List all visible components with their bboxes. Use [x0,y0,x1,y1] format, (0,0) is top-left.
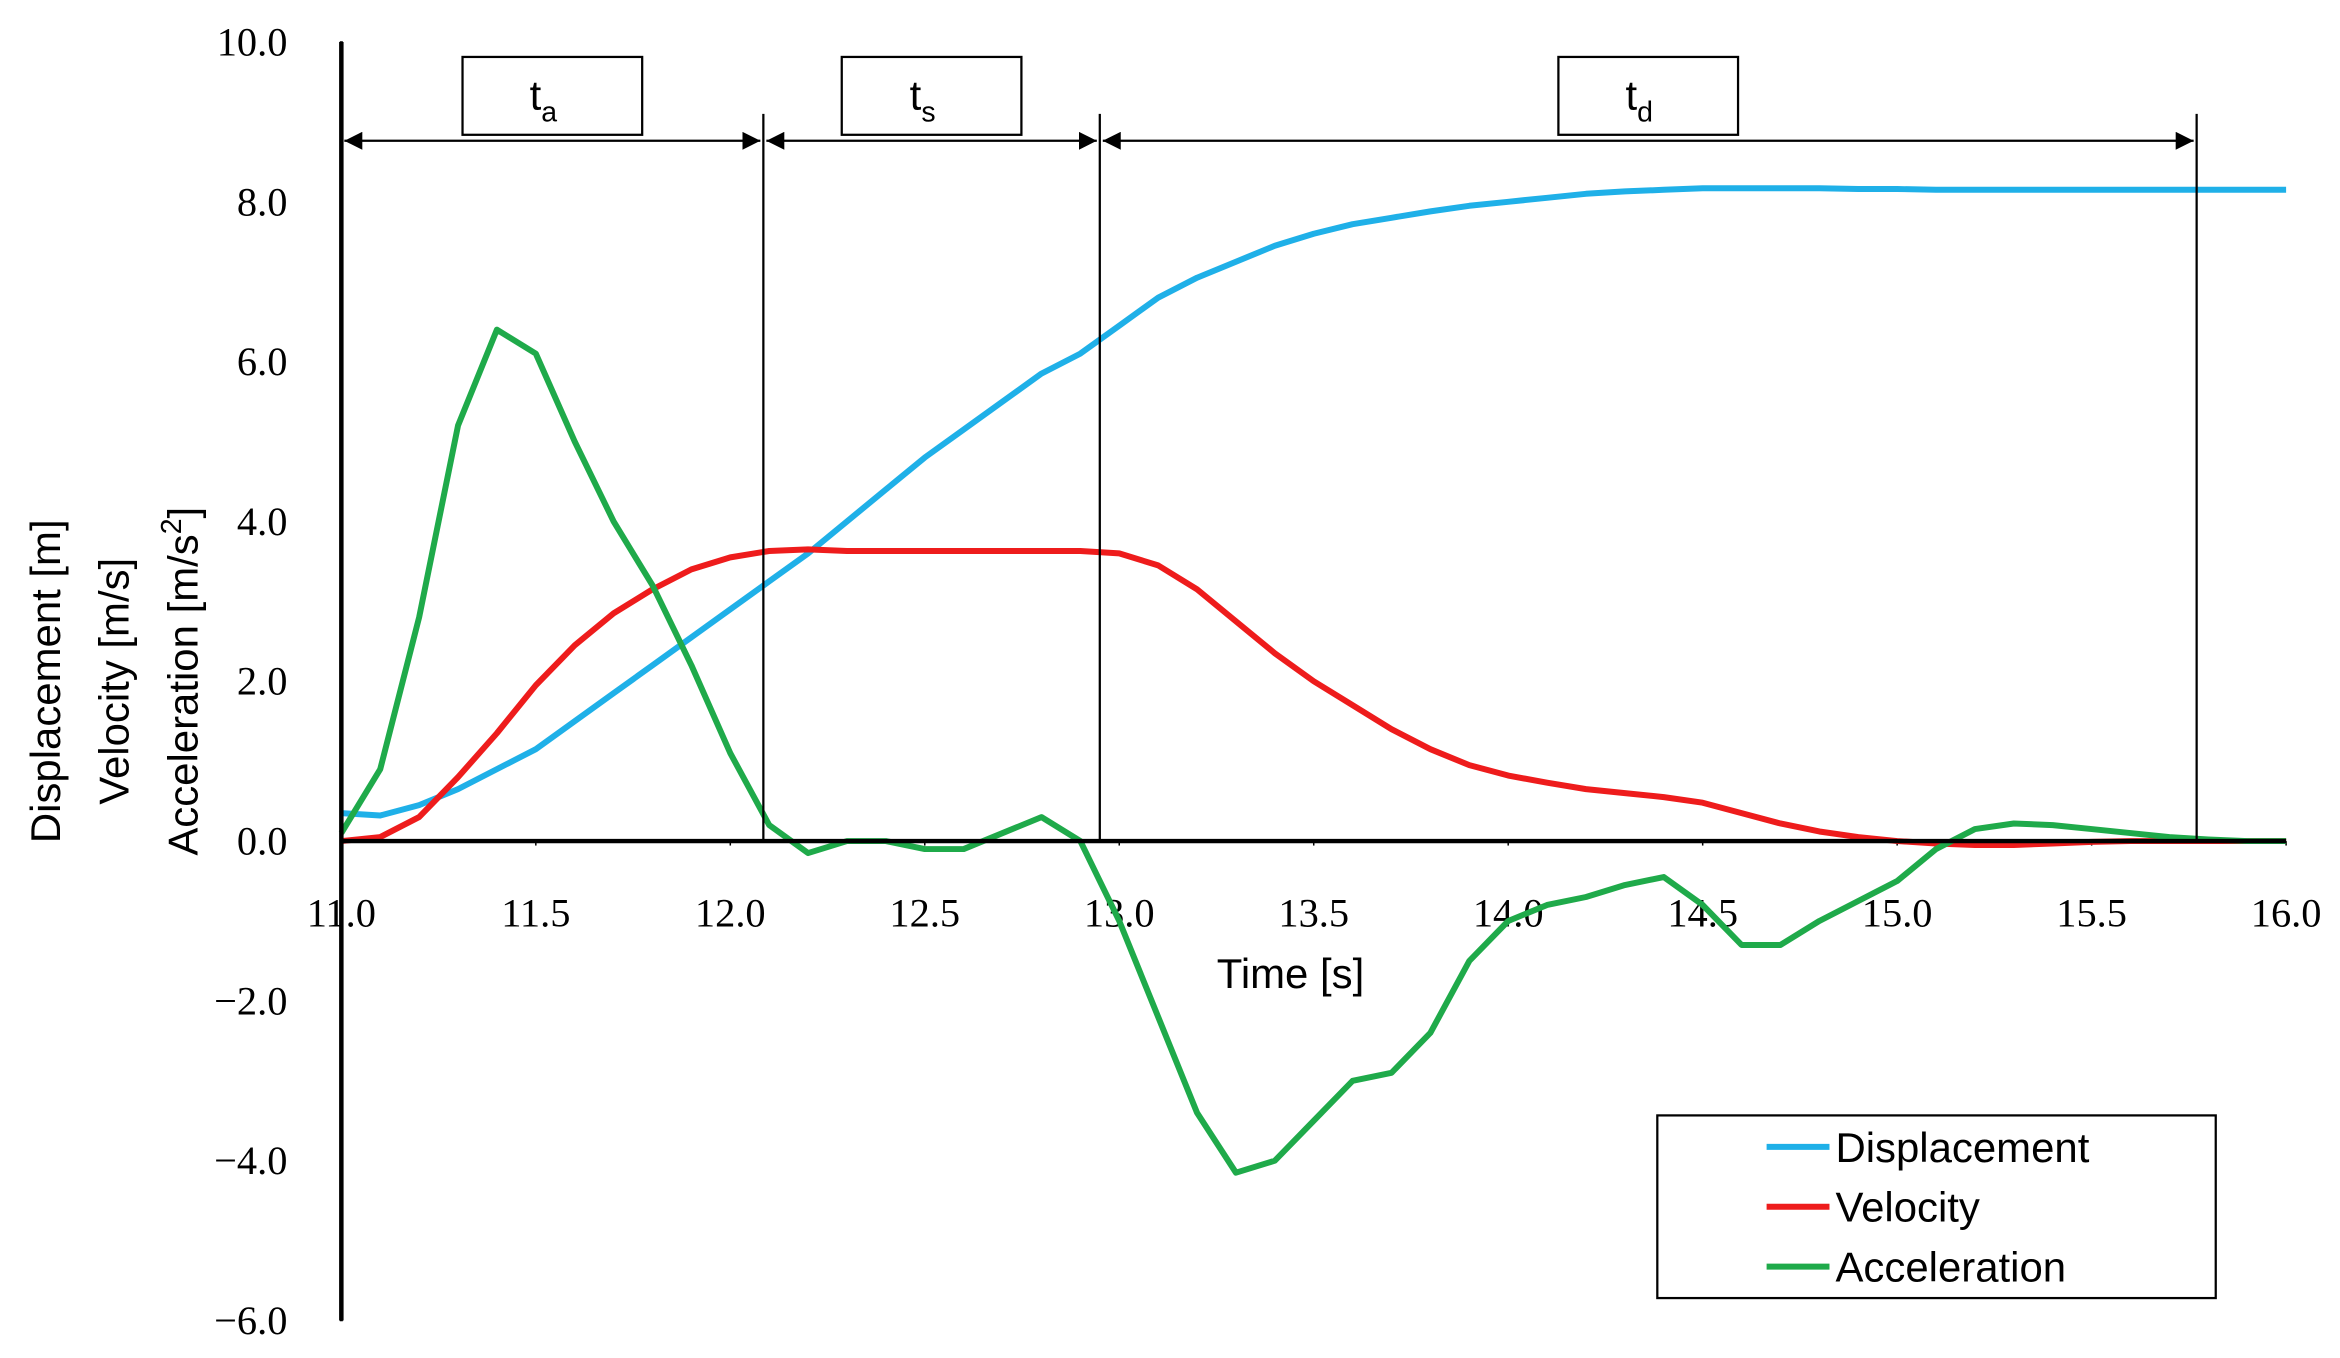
y-tick-label: 4.0 [237,499,288,544]
x-tick-label: 13.5 [1278,890,1349,935]
y-tick-label: −2.0 [214,978,287,1023]
y-tick-label: −4.0 [214,1138,287,1183]
phase-label-sub: s [921,96,935,128]
y-label-line: Displacement [m] [22,519,69,843]
phase-label: td [1625,71,1652,128]
y-label-part: ] [160,507,207,519]
phase-label-main: t [910,71,922,118]
y-tick-label: 8.0 [237,179,288,224]
x-tick-label: 15.5 [2056,890,2127,935]
series-line [341,185,2287,819]
phase-label-sub: a [541,96,557,128]
x-tick-label: 12.0 [695,890,766,935]
legend-label: Velocity [1835,1184,1979,1231]
y-label-part: Acceleration [m/s [160,534,207,855]
y-tick-label: 10.0 [217,19,288,64]
x-tick-label: 15.0 [1862,890,1933,935]
phase-box [461,55,644,136]
y-label-line: Velocity [m/s] [91,558,138,805]
series-line [341,546,2287,849]
y-tick-label: 6.0 [237,339,288,384]
y-label-sup: 2 [156,518,188,534]
y-tick-label: 0.0 [237,819,288,864]
x-tick-label: 11.5 [501,890,570,935]
series-line [338,326,2287,1176]
y-axis-label: Displacement [m] Velocity [m/s] Accelerati… [22,507,207,856]
phase-label-main: t [1625,71,1637,118]
legend-label: Displacement [1835,1124,2089,1171]
phase-label-main: t [530,71,542,118]
x-axis-label: Time [s] [1217,950,1364,997]
legend-label: Acceleration [1835,1244,2066,1291]
x-tick-label: 12.5 [889,890,960,935]
phase-label: ts [910,71,936,128]
phase-box [1557,55,1740,136]
x-tick-label: 16.0 [2251,890,2322,935]
phase-label: ta [530,71,558,128]
legend-box [1656,1114,2217,1300]
phase-label-sub: d [1637,96,1653,128]
phase-box [840,55,1023,136]
y-label-line: Acceleration [m/s2] [156,507,206,856]
y-tick-label: −6.0 [214,1298,287,1343]
y-tick-label: 2.0 [237,659,288,704]
